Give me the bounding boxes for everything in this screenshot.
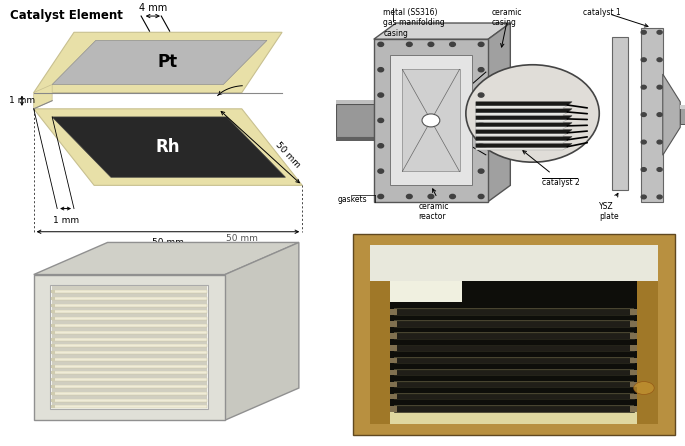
Polygon shape — [394, 346, 634, 351]
Polygon shape — [394, 370, 634, 375]
Text: YSZ
plate: YSZ plate — [599, 202, 619, 221]
Circle shape — [378, 169, 384, 173]
Polygon shape — [390, 358, 397, 363]
Polygon shape — [51, 344, 55, 347]
Polygon shape — [52, 297, 207, 300]
Polygon shape — [394, 309, 634, 314]
Polygon shape — [336, 136, 374, 141]
Polygon shape — [390, 382, 397, 387]
Polygon shape — [663, 74, 680, 155]
Polygon shape — [630, 321, 637, 326]
Polygon shape — [390, 394, 397, 400]
Polygon shape — [52, 304, 207, 307]
Polygon shape — [370, 281, 390, 425]
Circle shape — [478, 42, 484, 46]
Polygon shape — [52, 41, 267, 84]
Polygon shape — [476, 112, 567, 115]
Text: Pt: Pt — [158, 54, 178, 71]
Text: catalyst 2: catalyst 2 — [542, 178, 580, 187]
Polygon shape — [52, 331, 207, 334]
Polygon shape — [52, 381, 207, 385]
Polygon shape — [34, 32, 282, 93]
Polygon shape — [640, 28, 663, 202]
Circle shape — [422, 114, 440, 127]
Polygon shape — [52, 300, 207, 304]
Polygon shape — [51, 297, 55, 300]
Circle shape — [378, 118, 384, 123]
Circle shape — [378, 194, 384, 198]
Text: 50 mm: 50 mm — [226, 234, 258, 243]
Circle shape — [428, 194, 434, 198]
Polygon shape — [370, 281, 462, 302]
Polygon shape — [52, 286, 207, 290]
Polygon shape — [52, 385, 207, 388]
Polygon shape — [476, 147, 567, 150]
Polygon shape — [680, 105, 685, 124]
Polygon shape — [370, 244, 658, 296]
Text: Rh: Rh — [155, 138, 180, 156]
Polygon shape — [52, 307, 207, 310]
Polygon shape — [51, 405, 55, 409]
Circle shape — [657, 113, 662, 116]
Polygon shape — [476, 106, 567, 108]
Polygon shape — [52, 399, 207, 401]
Circle shape — [641, 30, 646, 34]
Polygon shape — [394, 382, 634, 387]
Polygon shape — [52, 354, 207, 358]
Polygon shape — [51, 304, 55, 307]
Polygon shape — [630, 346, 637, 351]
Polygon shape — [476, 127, 567, 129]
Polygon shape — [394, 332, 634, 333]
Polygon shape — [390, 309, 397, 314]
Polygon shape — [34, 243, 299, 275]
Circle shape — [641, 85, 646, 89]
Circle shape — [657, 85, 662, 89]
Polygon shape — [52, 392, 207, 395]
Circle shape — [406, 42, 412, 46]
Polygon shape — [612, 37, 628, 190]
Text: metal (SS316)
gas manifolding
casing: metal (SS316) gas manifolding casing — [384, 8, 445, 38]
Circle shape — [378, 93, 384, 97]
Polygon shape — [488, 23, 510, 202]
Polygon shape — [51, 317, 55, 320]
Circle shape — [641, 168, 646, 171]
Polygon shape — [52, 293, 207, 297]
Polygon shape — [394, 321, 634, 326]
Polygon shape — [476, 144, 572, 147]
Polygon shape — [52, 327, 207, 331]
Polygon shape — [51, 372, 55, 375]
Polygon shape — [52, 372, 207, 375]
Polygon shape — [476, 140, 567, 143]
Circle shape — [657, 195, 662, 199]
Text: Catalyst Element: Catalyst Element — [10, 9, 123, 22]
Text: catalyst 1: catalyst 1 — [584, 8, 621, 17]
Polygon shape — [370, 412, 658, 425]
Polygon shape — [51, 290, 55, 293]
Polygon shape — [394, 406, 634, 412]
Circle shape — [466, 65, 599, 162]
Circle shape — [449, 194, 456, 198]
Polygon shape — [394, 381, 634, 382]
Polygon shape — [390, 333, 397, 339]
Text: 50 mm: 50 mm — [274, 140, 302, 170]
Polygon shape — [476, 130, 572, 133]
Polygon shape — [390, 406, 397, 412]
Polygon shape — [476, 120, 567, 122]
Polygon shape — [52, 388, 207, 392]
Polygon shape — [52, 358, 207, 361]
Polygon shape — [394, 405, 634, 406]
Polygon shape — [52, 365, 207, 368]
Polygon shape — [52, 310, 207, 314]
Polygon shape — [390, 55, 472, 186]
Polygon shape — [394, 308, 634, 309]
Polygon shape — [52, 395, 207, 399]
Polygon shape — [34, 109, 302, 186]
Polygon shape — [630, 406, 637, 412]
Circle shape — [428, 42, 434, 46]
Polygon shape — [336, 99, 374, 104]
Circle shape — [449, 42, 456, 46]
Polygon shape — [52, 347, 207, 351]
Polygon shape — [52, 361, 207, 365]
Circle shape — [657, 30, 662, 34]
Polygon shape — [52, 344, 207, 347]
